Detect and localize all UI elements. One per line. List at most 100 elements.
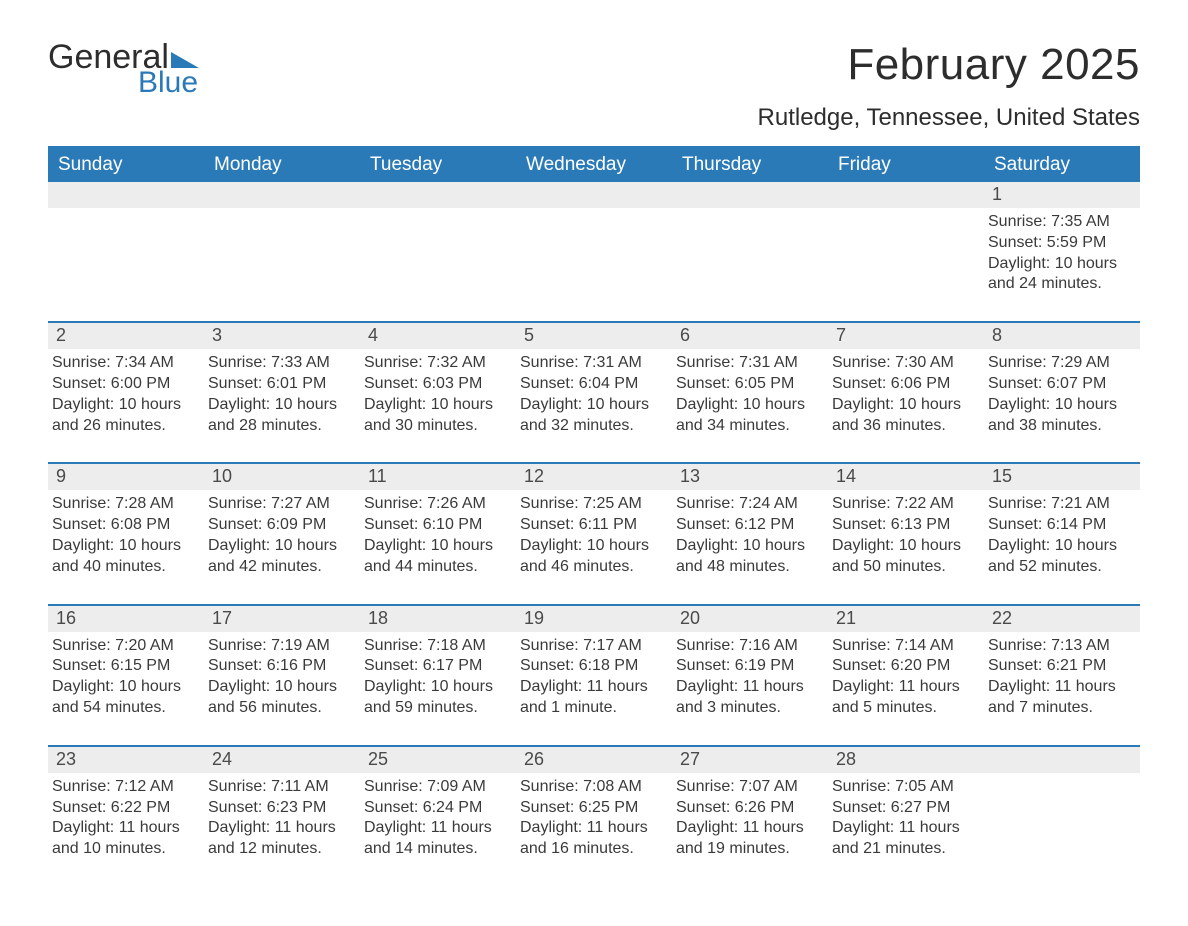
week-row: 1Sunrise: 7:35 AMSunset: 5:59 PMDaylight… (48, 182, 1140, 321)
day-details: Sunrise: 7:24 AMSunset: 6:12 PMDaylight:… (672, 494, 828, 577)
day-number: 20 (672, 606, 828, 632)
day-cell (48, 182, 204, 321)
sunrise-text: Sunrise: 7:32 AM (364, 353, 508, 374)
day-cell: 20Sunrise: 7:16 AMSunset: 6:19 PMDayligh… (672, 606, 828, 745)
week-row: 9Sunrise: 7:28 AMSunset: 6:08 PMDaylight… (48, 462, 1140, 603)
daylight-text: Daylight: 10 hours and 50 minutes. (832, 536, 976, 578)
sunset-text: Sunset: 6:13 PM (832, 515, 976, 536)
daylight-text: Daylight: 11 hours and 5 minutes. (832, 677, 976, 719)
day-number: 23 (48, 747, 204, 773)
sunset-text: Sunset: 6:12 PM (676, 515, 820, 536)
sunrise-text: Sunrise: 7:18 AM (364, 636, 508, 657)
day-number: 12 (516, 464, 672, 490)
day-details: Sunrise: 7:25 AMSunset: 6:11 PMDaylight:… (516, 494, 672, 577)
day-cell: 4 Sunrise: 7:32 AMSunset: 6:03 PMDaylight… (360, 323, 516, 462)
day-cell: 7Sunrise: 7:30 AMSunset: 6:06 PMDaylight… (828, 323, 984, 462)
day-cell (360, 182, 516, 321)
sunset-text: Sunset: 6:06 PM (832, 374, 976, 395)
sunrise-text: Sunrise: 7:27 AM (208, 494, 352, 515)
day-cell: 3 Sunrise: 7:33 AMSunset: 6:01 PMDaylight… (204, 323, 360, 462)
sunset-text: Sunset: 6:22 PM (52, 798, 196, 819)
daylight-text: Daylight: 10 hours and 44 minutes. (364, 536, 508, 578)
sunset-text: Sunset: 5:59 PM (988, 233, 1132, 254)
daylight-text: Daylight: 11 hours and 21 minutes. (832, 818, 976, 860)
day-number: 19 (516, 606, 672, 632)
sunrise-text: Sunrise: 7:19 AM (208, 636, 352, 657)
day-number (516, 182, 672, 208)
day-details: Sunrise: 7:32 AMSunset: 6:03 PMDaylight:… (360, 353, 516, 436)
day-cell: 2Sunrise: 7:34 AMSunset: 6:00 PMDaylight… (48, 323, 204, 462)
day-cell: 21Sunrise: 7:14 AMSunset: 6:20 PMDayligh… (828, 606, 984, 745)
daylight-text: Daylight: 11 hours and 12 minutes. (208, 818, 352, 860)
sunrise-text: Sunrise: 7:34 AM (52, 353, 196, 374)
day-number: 10 (204, 464, 360, 490)
daylight-text: Daylight: 11 hours and 1 minute. (520, 677, 664, 719)
day-details: Sunrise: 7:09 AMSunset: 6:24 PMDaylight:… (360, 777, 516, 860)
day-number: 15 (984, 464, 1140, 490)
day-cell: 9Sunrise: 7:28 AMSunset: 6:08 PMDaylight… (48, 464, 204, 603)
daylight-text: Daylight: 11 hours and 3 minutes. (676, 677, 820, 719)
sunrise-text: Sunrise: 7:22 AM (832, 494, 976, 515)
daylight-text: Daylight: 10 hours and 59 minutes. (364, 677, 508, 719)
day-number: 4 (360, 323, 516, 349)
sunrise-text: Sunrise: 7:20 AM (52, 636, 196, 657)
day-details: Sunrise: 7:31 AMSunset: 6:05 PMDaylight:… (672, 353, 828, 436)
sunset-text: Sunset: 6:08 PM (52, 515, 196, 536)
sunrise-text: Sunrise: 7:30 AM (832, 353, 976, 374)
weeks-container: 1Sunrise: 7:35 AMSunset: 5:59 PMDaylight… (48, 182, 1140, 886)
sunrise-text: Sunrise: 7:28 AM (52, 494, 196, 515)
sunset-text: Sunset: 6:09 PM (208, 515, 352, 536)
day-number: 25 (360, 747, 516, 773)
day-details: Sunrise: 7:31 AMSunset: 6:04 PMDaylight:… (516, 353, 672, 436)
daylight-text: Daylight: 11 hours and 10 minutes. (52, 818, 196, 860)
day-cell: 15 Sunrise: 7:21 AMSunset: 6:14 PMDayligh… (984, 464, 1140, 603)
day-cell: 19 Sunrise: 7:17 AMSunset: 6:18 PMDayligh… (516, 606, 672, 745)
day-details: Sunrise: 7:05 AMSunset: 6:27 PMDaylight:… (828, 777, 984, 860)
day-details: Sunrise: 7:22 AMSunset: 6:13 PMDaylight:… (828, 494, 984, 577)
day-cell: 11Sunrise: 7:26 AMSunset: 6:10 PMDayligh… (360, 464, 516, 603)
sunset-text: Sunset: 6:23 PM (208, 798, 352, 819)
sunrise-text: Sunrise: 7:11 AM (208, 777, 352, 798)
sunrise-text: Sunrise: 7:21 AM (988, 494, 1132, 515)
day-details: Sunrise: 7:30 AMSunset: 6:06 PMDaylight:… (828, 353, 984, 436)
day-number (360, 182, 516, 208)
weekday-header: Tuesday (360, 148, 516, 182)
day-details: Sunrise: 7:08 AMSunset: 6:25 PMDaylight:… (516, 777, 672, 860)
day-cell: 22Sunrise: 7:13 AMSunset: 6:21 PMDayligh… (984, 606, 1140, 745)
sunset-text: Sunset: 6:16 PM (208, 656, 352, 677)
sunset-text: Sunset: 6:27 PM (832, 798, 976, 819)
day-number: 5 (516, 323, 672, 349)
sunset-text: Sunset: 6:17 PM (364, 656, 508, 677)
day-cell: 14Sunrise: 7:22 AMSunset: 6:13 PMDayligh… (828, 464, 984, 603)
sunrise-text: Sunrise: 7:24 AM (676, 494, 820, 515)
daylight-text: Daylight: 10 hours and 46 minutes. (520, 536, 664, 578)
day-details: Sunrise: 7:17 AMSunset: 6:18 PMDaylight:… (516, 636, 672, 719)
day-number: 3 (204, 323, 360, 349)
sunset-text: Sunset: 6:26 PM (676, 798, 820, 819)
day-cell: 13Sunrise: 7:24 AMSunset: 6:12 PMDayligh… (672, 464, 828, 603)
daylight-text: Daylight: 10 hours and 52 minutes. (988, 536, 1132, 578)
daylight-text: Daylight: 10 hours and 54 minutes. (52, 677, 196, 719)
week-row: 23Sunrise: 7:12 AMSunset: 6:22 PMDayligh… (48, 745, 1140, 886)
day-cell: 5 Sunrise: 7:31 AMSunset: 6:04 PMDaylight… (516, 323, 672, 462)
day-details: Sunrise: 7:21 AMSunset: 6:14 PMDaylight:… (984, 494, 1140, 577)
day-number: 28 (828, 747, 984, 773)
day-details: Sunrise: 7:26 AMSunset: 6:10 PMDaylight:… (360, 494, 516, 577)
daylight-text: Daylight: 10 hours and 32 minutes. (520, 395, 664, 437)
sunset-text: Sunset: 6:20 PM (832, 656, 976, 677)
sunset-text: Sunset: 6:10 PM (364, 515, 508, 536)
sunset-text: Sunset: 6:25 PM (520, 798, 664, 819)
day-details: Sunrise: 7:28 AMSunset: 6:08 PMDaylight:… (48, 494, 204, 577)
sunset-text: Sunset: 6:07 PM (988, 374, 1132, 395)
daylight-text: Daylight: 11 hours and 19 minutes. (676, 818, 820, 860)
day-details: Sunrise: 7:11 AMSunset: 6:23 PMDaylight:… (204, 777, 360, 860)
day-cell (672, 182, 828, 321)
location-subtitle: Rutledge, Tennessee, United States (758, 104, 1140, 132)
sunset-text: Sunset: 6:19 PM (676, 656, 820, 677)
weekday-header: Friday (828, 148, 984, 182)
day-number: 21 (828, 606, 984, 632)
day-cell: 8Sunrise: 7:29 AMSunset: 6:07 PMDaylight… (984, 323, 1140, 462)
daylight-text: Daylight: 10 hours and 26 minutes. (52, 395, 196, 437)
day-details: Sunrise: 7:33 AMSunset: 6:01 PMDaylight:… (204, 353, 360, 436)
day-cell: 25 Sunrise: 7:09 AMSunset: 6:24 PMDayligh… (360, 747, 516, 886)
